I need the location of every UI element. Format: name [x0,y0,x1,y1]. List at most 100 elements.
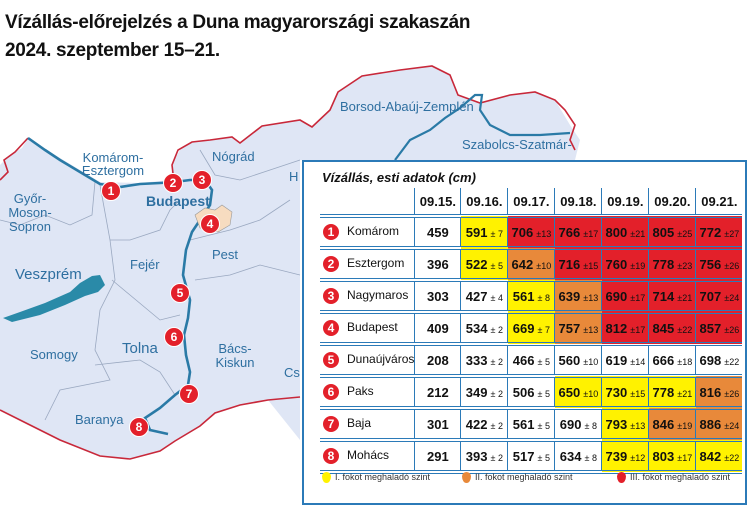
station-marker-6[interactable]: 6 [164,327,184,347]
value-cell: 707 ±24 [695,278,743,312]
water-level-value: 208 [427,352,449,368]
value-cell: 716 ±15 [554,246,602,280]
value-cell: 303 [414,278,461,312]
station-name: Mohács [347,448,390,463]
water-level-value: 756 [699,256,722,272]
uncertainty-value: ±17 [630,292,646,303]
value-cell: 778 ±21 [648,374,696,408]
value-cell: 522 ± 5 [460,246,508,280]
water-level-value: 800 [605,224,628,240]
uncertainty-value: ±10 [583,356,599,367]
header-date: 09.18. [554,188,602,216]
station-marker-2[interactable]: 2 [163,173,183,193]
uncertainty-value: ± 5 [537,420,550,431]
water-level-value: 886 [699,416,722,432]
station-marker-4[interactable]: 4 [200,214,220,234]
station-marker-3[interactable]: 3 [192,170,212,190]
uncertainty-value: ± 2 [490,420,503,431]
water-level-value: 534 [465,320,488,336]
table-row: 3 Nagymaros 303 427 ± 4 561 ± 8 639 ±13 690 ±17 714… [320,278,743,312]
station-number-badge: 4 [323,320,339,336]
station-marker-8[interactable]: 8 [129,417,149,437]
uncertainty-value: ±27 [724,228,740,239]
uncertainty-value: ±25 [677,228,693,239]
uncertainty-value: ±26 [724,324,740,335]
station-number-badge: 1 [323,224,339,240]
station-name-cell: 6 Paks [320,374,415,408]
water-level-value: 816 [699,384,722,400]
value-cell: 690 ±17 [601,278,649,312]
station-number-badge: 2 [323,256,339,272]
county-label: Komárom-Esztergom [81,150,145,178]
value-cell: 766 ±17 [554,214,602,248]
county-label: Győr-Moson-Sopron [8,191,52,234]
value-cell: 534 ± 2 [460,310,508,344]
station-name-cell: 4 Budapest [320,310,415,344]
value-cell: 778 ±23 [648,246,696,280]
uncertainty-value: ±15 [630,388,646,399]
water-level-value: 650 [558,384,581,400]
value-cell: 690 ± 8 [554,406,602,440]
value-cell: 816 ±26 [695,374,743,408]
water-level-value: 459 [427,224,449,240]
uncertainty-value: ±19 [677,420,693,431]
value-cell: 857 ±26 [695,310,743,344]
table-row: 4 Budapest 409 534 ± 2 669 ± 7 757 ±13 812 ±17 845 ±… [320,310,743,344]
water-level-value: 857 [699,320,722,336]
drop-icon [322,472,331,484]
value-cell: 634 ± 8 [554,438,602,474]
value-cell: 591 ± 7 [460,214,508,248]
station-marker-1[interactable]: 1 [101,181,121,201]
country-area [0,66,580,459]
water-level-value: 466 [512,352,535,368]
value-cell: 466 ± 5 [507,342,555,376]
water-level-value: 707 [699,288,722,304]
water-level-value: 212 [427,384,449,400]
value-cell: 619 ±14 [601,342,649,376]
station-number-badge: 8 [323,448,339,464]
water-level-value: 522 [465,256,488,272]
water-level-value: 561 [512,416,535,432]
uncertainty-value: ±17 [677,452,693,463]
value-cell: 772 ±27 [695,214,743,248]
station-marker-5[interactable]: 5 [170,283,190,303]
uncertainty-value: ±21 [677,292,693,303]
county-label: Borsod-Abaúj-Zemplén [340,99,474,114]
water-level-value: 805 [652,224,675,240]
uncertainty-value: ± 5 [537,356,550,367]
uncertainty-value: ±17 [630,324,646,335]
tisza-river [394,93,571,161]
value-cell: 739 ±12 [601,438,649,474]
county-label: Tolna [122,340,158,357]
water-level-value: 714 [652,288,675,304]
title-line-2: 2024. szeptember 15–21. [5,40,220,61]
water-level-value: 301 [427,416,449,432]
station-number-badge: 7 [323,416,339,432]
station-name: Nagymaros [347,288,409,303]
value-cell: 208 [414,342,461,376]
national-border [0,65,576,460]
station-name-cell: 7 Baja [320,406,415,440]
table-title: Vízállás, esti adatok (cm) [322,170,476,185]
station-name: Dunaújváros [347,352,415,367]
water-level-value: 349 [465,384,488,400]
uncertainty-value: ±26 [724,260,740,271]
value-cell: 698 ±22 [695,342,743,376]
water-level-value: 393 [465,448,488,464]
value-cell: 706 ±13 [507,214,555,248]
station-marker-7[interactable]: 7 [179,384,199,404]
water-level-value: 690 [605,288,628,304]
value-cell: 349 ± 2 [460,374,508,408]
water-level-value: 333 [465,352,488,368]
water-level-value: 812 [605,320,628,336]
uncertainty-value: ± 2 [490,324,503,335]
station-name-cell: 1 Komárom [320,214,415,248]
county-label: Pest [212,247,239,262]
water-level-value: 772 [699,224,722,240]
uncertainty-value: ±15 [583,260,599,271]
uncertainty-value: ±24 [724,292,740,303]
water-level-value: 793 [605,416,628,432]
legend-label: I. fokot meghaladó szint [335,472,431,482]
water-level-value: 642 [511,256,534,272]
value-cell: 506 ± 5 [507,374,555,408]
